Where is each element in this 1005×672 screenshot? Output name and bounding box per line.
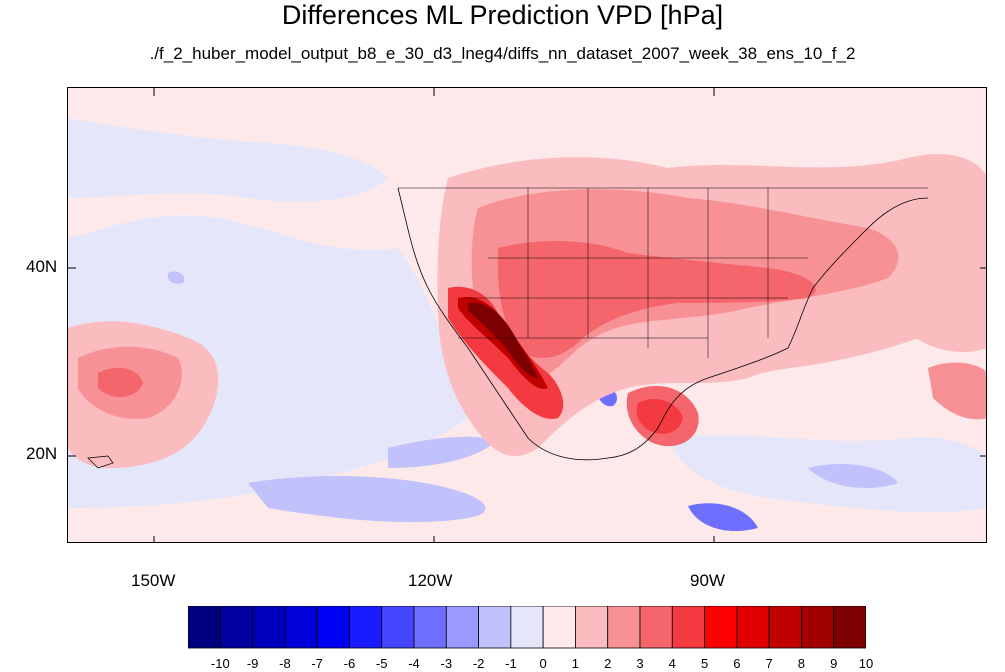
colorbar-tick-label: 5 bbox=[700, 656, 709, 671]
colorbar-tick-label: 8 bbox=[797, 656, 805, 671]
colorbar-tick-label: 10 bbox=[858, 656, 874, 671]
map-subtitle: ./f_2_huber_model_output_b8_e_30_d3_lneg… bbox=[149, 44, 856, 63]
colorbar-swatch bbox=[671, 606, 705, 649]
colorbar-swatch bbox=[219, 606, 253, 649]
colorbar-swatch bbox=[478, 606, 512, 649]
colorbar bbox=[188, 606, 866, 649]
colorbar-swatch bbox=[413, 606, 447, 649]
colorbar-swatch bbox=[704, 606, 738, 649]
colorbar-tick-label: -3 bbox=[440, 656, 453, 671]
lat-label-20n: 20N bbox=[26, 444, 58, 463]
colorbar-tick-label: -7 bbox=[311, 656, 323, 671]
colorbar-swatch bbox=[510, 606, 544, 649]
colorbar-swatch bbox=[801, 606, 835, 649]
lon-label-150w: 150W bbox=[131, 571, 176, 590]
colorbar-swatch bbox=[284, 606, 318, 649]
colorbar-swatch bbox=[833, 606, 866, 649]
colorbar-swatch bbox=[445, 606, 479, 649]
colorbar-tick-label: 3 bbox=[636, 656, 644, 671]
colorbar-tick-label: -5 bbox=[375, 656, 388, 671]
colorbar-tick-label: -1 bbox=[505, 656, 517, 671]
lat-label-40n: 40N bbox=[26, 257, 58, 276]
colorbar-tick-label: -9 bbox=[246, 656, 259, 671]
map-field bbox=[68, 88, 986, 542]
colorbar-tick-label: 4 bbox=[668, 656, 676, 671]
colorbar-tick-label: 2 bbox=[604, 656, 612, 671]
colorbar-swatch bbox=[188, 606, 221, 649]
colorbar-swatch bbox=[639, 606, 673, 649]
colorbar-tick-label: -2 bbox=[472, 656, 485, 671]
colorbar-swatch bbox=[575, 606, 609, 649]
colorbar-swatch bbox=[607, 606, 641, 649]
map-plot-area bbox=[67, 87, 987, 543]
colorbar-swatch bbox=[542, 606, 576, 649]
colorbar-tick-label: -6 bbox=[343, 656, 356, 671]
colorbar-tick-label: 1 bbox=[571, 656, 579, 671]
colorbar-tick-label: 9 bbox=[830, 656, 838, 671]
map-title: Differences ML Prediction VPD [hPa] bbox=[281, 0, 724, 30]
colorbar-swatch bbox=[349, 606, 383, 649]
lon-label-120w: 120W bbox=[408, 571, 453, 590]
colorbar-tick-label: 7 bbox=[765, 656, 773, 671]
colorbar-swatch bbox=[252, 606, 286, 649]
colorbar-swatch bbox=[316, 606, 350, 649]
lon-label-90w: 90W bbox=[690, 571, 725, 590]
colorbar-swatch bbox=[736, 606, 770, 649]
colorbar-tick-label: 0 bbox=[539, 656, 547, 671]
colorbar-tick-label: -10 bbox=[210, 656, 230, 671]
colorbar-tick-label: 6 bbox=[733, 656, 741, 671]
colorbar-tick-label: -4 bbox=[408, 656, 420, 671]
colorbar-swatch bbox=[768, 606, 802, 649]
colorbar-tick-label: -8 bbox=[279, 656, 291, 671]
colorbar-swatch bbox=[381, 606, 415, 649]
